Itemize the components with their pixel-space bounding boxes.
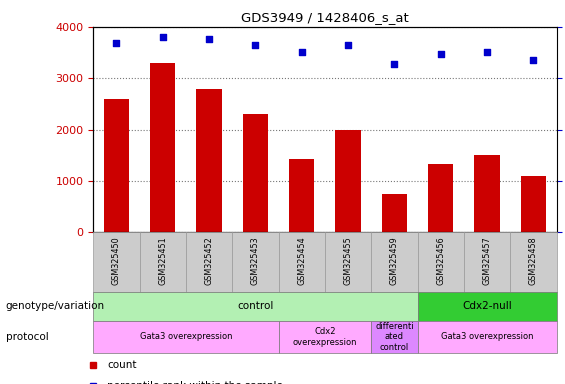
Text: GSM325456: GSM325456 bbox=[436, 237, 445, 285]
Bar bbox=[418, 232, 464, 292]
Bar bbox=[371, 321, 418, 353]
Text: GSM325457: GSM325457 bbox=[483, 237, 492, 285]
Bar bbox=[279, 232, 325, 292]
Point bbox=[344, 42, 353, 48]
Point bbox=[297, 48, 306, 55]
Point bbox=[251, 42, 260, 48]
Bar bbox=[474, 155, 500, 232]
Text: Cdx2-null: Cdx2-null bbox=[462, 301, 512, 311]
Text: GSM325454: GSM325454 bbox=[297, 237, 306, 285]
Bar bbox=[140, 232, 186, 292]
Point bbox=[205, 36, 214, 42]
Bar bbox=[186, 232, 232, 292]
Bar bbox=[232, 232, 279, 292]
Point bbox=[529, 57, 538, 63]
Text: GSM325455: GSM325455 bbox=[344, 237, 353, 285]
Point bbox=[158, 34, 167, 40]
Text: control: control bbox=[237, 301, 273, 311]
Bar bbox=[93, 232, 140, 292]
Bar bbox=[428, 164, 454, 232]
Text: Gata3 overexpression: Gata3 overexpression bbox=[140, 333, 232, 341]
Point bbox=[112, 40, 121, 46]
Bar bbox=[381, 194, 407, 232]
Text: GSM325451: GSM325451 bbox=[158, 237, 167, 285]
Title: GDS3949 / 1428406_s_at: GDS3949 / 1428406_s_at bbox=[241, 11, 408, 24]
Text: genotype/variation: genotype/variation bbox=[6, 301, 105, 311]
Bar bbox=[464, 232, 510, 292]
Text: protocol: protocol bbox=[6, 332, 49, 342]
Text: GSM325450: GSM325450 bbox=[112, 237, 121, 285]
Bar bbox=[93, 292, 418, 321]
Bar bbox=[93, 321, 279, 353]
Text: GSM325452: GSM325452 bbox=[205, 237, 214, 285]
Bar bbox=[335, 130, 361, 232]
Text: Cdx2
overexpression: Cdx2 overexpression bbox=[293, 327, 357, 347]
Bar bbox=[418, 292, 557, 321]
Bar bbox=[418, 321, 557, 353]
Text: GSM325459: GSM325459 bbox=[390, 237, 399, 285]
Point bbox=[436, 51, 445, 57]
Bar bbox=[279, 321, 371, 353]
Bar bbox=[325, 232, 371, 292]
Text: count: count bbox=[107, 360, 137, 370]
Point bbox=[483, 48, 492, 55]
Text: Gata3 overexpression: Gata3 overexpression bbox=[441, 333, 533, 341]
Bar bbox=[520, 176, 546, 232]
Bar bbox=[150, 63, 176, 232]
Text: GSM325458: GSM325458 bbox=[529, 237, 538, 285]
Bar bbox=[103, 99, 129, 232]
Bar bbox=[289, 159, 315, 232]
Text: differenti
ated
control: differenti ated control bbox=[375, 322, 414, 352]
Point bbox=[390, 61, 399, 67]
Bar bbox=[242, 114, 268, 232]
Bar bbox=[510, 232, 557, 292]
Bar bbox=[371, 232, 418, 292]
Bar bbox=[196, 88, 222, 232]
Text: percentile rank within the sample: percentile rank within the sample bbox=[107, 381, 283, 384]
Text: GSM325453: GSM325453 bbox=[251, 237, 260, 285]
